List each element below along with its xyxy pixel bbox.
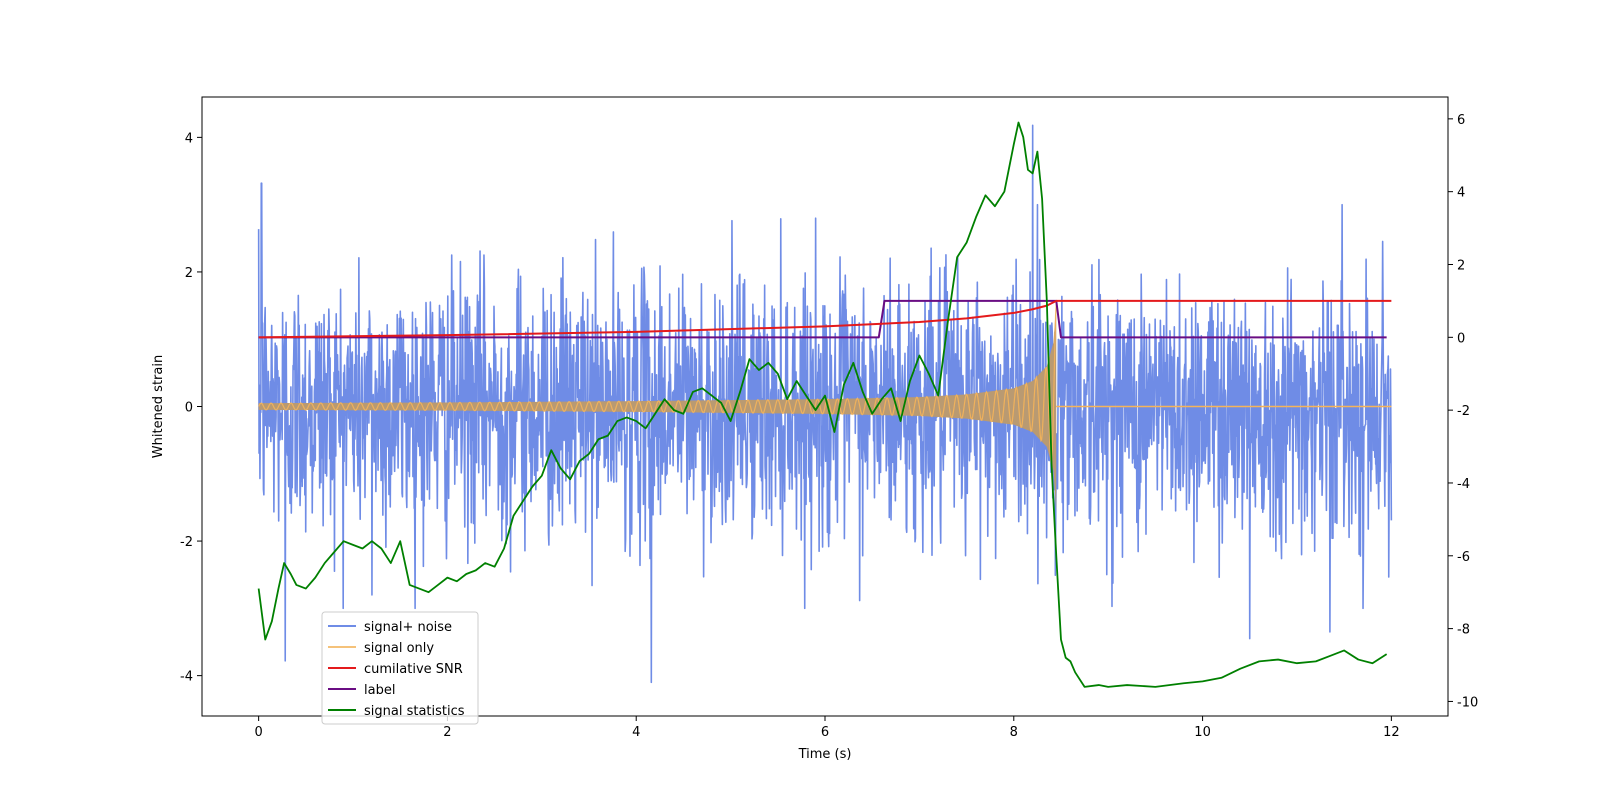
y-right-tick-label: 6 <box>1457 113 1465 128</box>
series-signal-only-line <box>258 303 1057 464</box>
y-axis-title: Whitened strain <box>151 355 166 458</box>
series-signal-statistics-line <box>257 121 1388 688</box>
x-axis-title: Time (s) <box>798 747 852 762</box>
y-tick-label: -4 <box>180 670 193 685</box>
legend-label: label <box>364 683 395 698</box>
y-right-tick-label: -4 <box>1457 477 1470 492</box>
y-right-tick-label: 2 <box>1457 258 1465 273</box>
y-tick-label: 2 <box>185 266 193 281</box>
y-right-tick-label: 0 <box>1457 331 1465 346</box>
series-signal-only-fill <box>258 302 1057 511</box>
legend-label: cumilative SNR <box>364 662 463 677</box>
legend-label: signal only <box>364 641 434 656</box>
series-cumulative-snr-line <box>258 299 1392 339</box>
y-right-tick-label: -8 <box>1457 623 1470 638</box>
x-tick-label: 4 <box>632 725 640 740</box>
plot-area <box>257 121 1393 688</box>
x-tick-label: 0 <box>254 725 262 740</box>
x-tick-label: 8 <box>1010 725 1018 740</box>
y-right-tick-label: -10 <box>1457 695 1478 710</box>
series-label-line <box>258 299 1387 339</box>
y-tick-label: -2 <box>180 535 193 550</box>
series-signal-noise-line <box>257 124 1393 684</box>
legend-box <box>321 611 479 725</box>
axes: 0 2 4 6 8 10 12 -4 -2 0 2 4 -10 -8 -6 -4 -2 0 2 4 6 Time (s) W… <box>151 96 1478 762</box>
y-right-tick-label: -2 <box>1457 404 1470 419</box>
y-tick-label: 0 <box>185 401 193 416</box>
y-right-tick-label: 4 <box>1457 186 1465 201</box>
x-tick-label: 10 <box>1194 725 1211 740</box>
plot-content <box>257 121 1393 688</box>
y-right-tick-label: -6 <box>1457 550 1470 565</box>
x-tick-label: 6 <box>821 725 829 740</box>
x-tick-label: 12 <box>1383 725 1400 740</box>
legend-label: signal+ noise <box>364 620 452 635</box>
y-tick-label: 4 <box>185 131 193 146</box>
legend: signal+ noise signal only cumilative SNR la… <box>321 611 479 725</box>
legend-label: signal statistics <box>364 704 465 719</box>
x-tick-label: 2 <box>443 725 451 740</box>
